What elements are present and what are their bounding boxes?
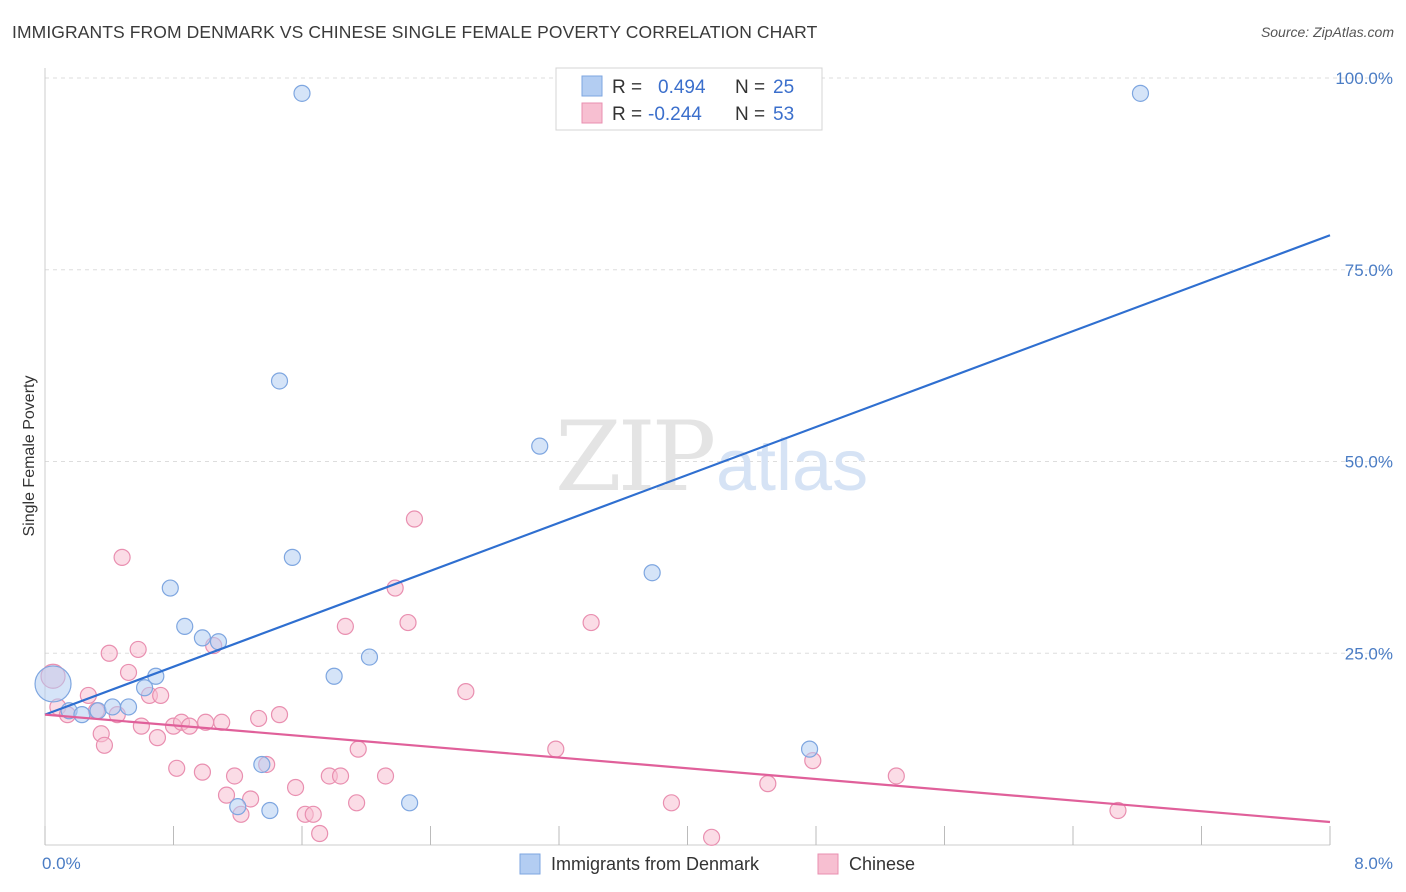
chinese-point (95, 736, 114, 754)
x-tick-label-min: 0.0% (42, 854, 81, 873)
chinese-point (336, 617, 354, 636)
chinese-point (168, 759, 186, 777)
denmark-point (176, 617, 194, 636)
denmark-point (800, 740, 819, 758)
chinese-point (405, 510, 424, 528)
denmark-point (103, 698, 122, 716)
denmark-point (253, 755, 271, 774)
x-tick-labels: 0.0% 8.0% (42, 854, 1393, 873)
trend-line-chinese (44, 713, 1331, 824)
series-legend: Immigrants from Denmark Chinese (519, 853, 915, 875)
denmark-point (401, 794, 419, 812)
denmark-point (229, 798, 247, 816)
denmark-point (531, 437, 549, 455)
y-tick-label: 75.0% (1345, 261, 1393, 280)
denmark-point (119, 698, 138, 716)
legend-swatch-denmark (581, 75, 603, 97)
watermark: ZIP atlas (555, 401, 868, 513)
x-tick-label-max: 8.0% (1354, 854, 1393, 873)
legend-n-label-denmark: N = (735, 77, 765, 98)
denmark-point (73, 706, 91, 724)
denmark-point (293, 84, 311, 102)
chinese-point (311, 824, 329, 843)
chinese-point (286, 778, 305, 797)
chinese-point (129, 640, 147, 659)
chinese-point (100, 644, 118, 662)
chinese-points (40, 510, 1127, 846)
chinese-point (113, 548, 131, 566)
y-tick-label: 25.0% (1345, 644, 1393, 663)
chinese-point (242, 790, 260, 808)
denmark-points (34, 84, 1150, 820)
denmark-point (325, 667, 343, 685)
chinese-point (662, 794, 681, 812)
chinese-point (547, 740, 565, 758)
chart-title: IMMIGRANTS FROM DENMARK VS CHINESE SINGL… (12, 22, 818, 42)
y-tick-label: 100.0% (1335, 69, 1393, 88)
bottom-legend-label-chinese: Chinese (849, 854, 915, 874)
denmark-point (1131, 84, 1150, 102)
source-label: Source: ZipAtlas.com (1260, 24, 1394, 40)
y-tick-label: 50.0% (1345, 453, 1393, 472)
trend-lines (44, 234, 1331, 824)
chinese-point (270, 706, 289, 724)
chinese-point (702, 828, 721, 846)
chinese-point (457, 682, 475, 701)
denmark-point (193, 629, 212, 647)
denmark-point (270, 372, 289, 390)
stats-legend: R = 0.494 N = 25 R = -0.244 N = 53 (555, 67, 823, 131)
chinese-point (225, 767, 244, 785)
legend-n-value-denmark: 25 (773, 77, 794, 98)
denmark-point (135, 679, 154, 697)
chinese-point (250, 709, 268, 728)
chinese-point (119, 663, 138, 682)
denmark-point (360, 648, 379, 666)
watermark-atlas: atlas (716, 426, 868, 506)
legend-n-value-chinese: 53 (773, 104, 794, 125)
legend-swatch-chinese (581, 102, 603, 124)
chinese-point (132, 717, 150, 735)
chinese-point (759, 775, 777, 793)
chinese-point (887, 767, 905, 785)
chinese-point (304, 805, 322, 823)
watermark-zip: ZIP (555, 401, 714, 513)
denmark-point (34, 665, 72, 703)
chinese-point (148, 729, 167, 747)
legend-r-label-chinese: R = (612, 104, 642, 125)
denmark-point (283, 548, 301, 566)
chinese-point (399, 613, 417, 632)
chinese-point (217, 786, 236, 804)
bottom-legend-label-denmark: Immigrants from Denmark (551, 854, 760, 874)
trend-line-denmark (44, 234, 1331, 716)
chinese-point (349, 740, 367, 758)
denmark-point (161, 579, 179, 597)
chinese-point (582, 613, 600, 632)
chinese-point (193, 763, 212, 781)
denmark-point (89, 702, 107, 720)
legend-n-label-chinese: N = (735, 104, 765, 125)
legend-r-value-denmark: 0.494 (658, 77, 706, 98)
y-axis-label: Single Female Poverty (21, 376, 38, 537)
denmark-point (643, 564, 661, 582)
grid-lines (45, 77, 1390, 654)
chinese-point (1109, 801, 1127, 820)
bottom-legend-swatch-chinese (817, 853, 839, 875)
y-tick-labels: 25.0% 50.0% 75.0% 100.0% (1335, 69, 1393, 663)
bottom-legend-swatch-denmark (519, 853, 541, 875)
chinese-point (376, 767, 395, 785)
legend-r-value-chinese: -0.244 (648, 104, 702, 125)
chinese-point (152, 686, 170, 705)
chinese-point (348, 794, 366, 812)
denmark-point (261, 801, 279, 820)
legend-r-label-denmark: R = (612, 77, 642, 98)
chinese-point (331, 767, 350, 785)
axes (44, 68, 1331, 846)
